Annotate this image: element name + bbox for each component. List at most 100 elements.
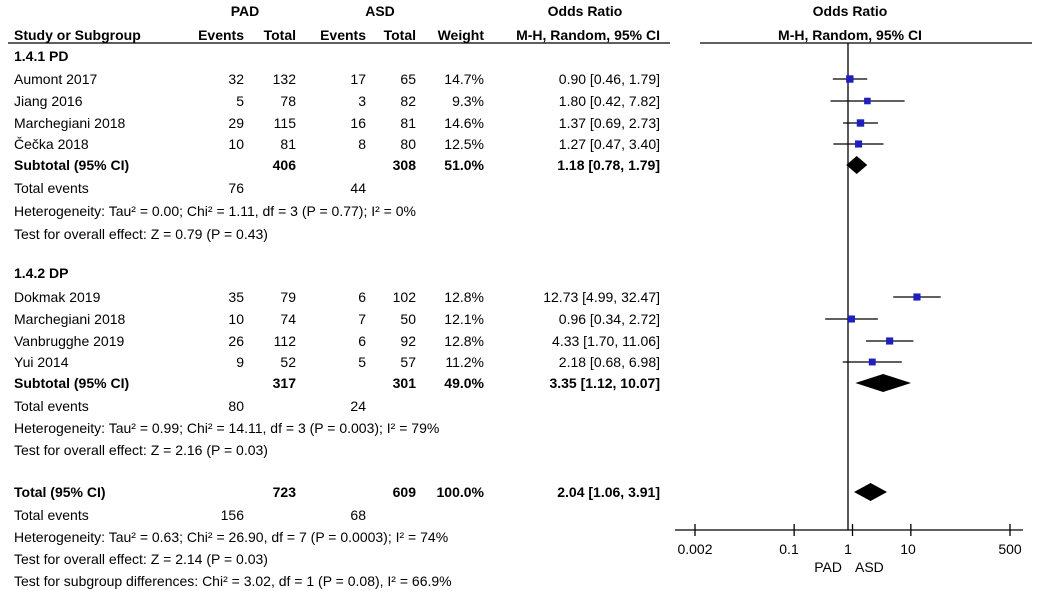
events1-cell: 26 — [228, 333, 244, 349]
total-total1: 723 — [272, 484, 296, 500]
ci-cell: 0.90 [0.46, 1.79] — [558, 71, 660, 87]
events2-cell: 7 — [358, 311, 366, 327]
events1-cell: 9 — [236, 354, 244, 370]
total-events-label: Total events — [14, 398, 89, 414]
point-estimate-square — [846, 75, 854, 83]
total-events-label: Total events — [14, 507, 89, 523]
subtotal-total1: 406 — [272, 157, 296, 173]
events1-cell: 5 — [236, 93, 244, 109]
total1-cell: 79 — [280, 289, 296, 305]
events1-cell: 35 — [228, 289, 244, 305]
weight-cell: 12.8% — [444, 289, 484, 305]
total-ci: 2.04 [1.06, 3.91] — [557, 484, 660, 500]
point-estimate-square — [886, 337, 894, 345]
ci-cell: 0.96 [0.34, 2.72] — [558, 311, 660, 327]
events2-cell: 6 — [358, 333, 366, 349]
overall-effect-text: Test for overall effect: Z = 2.16 (P = 0… — [14, 442, 268, 458]
overall-effect-text: Test for overall effect: Z = 2.14 (P = 0… — [14, 551, 268, 567]
pooled-diamond — [853, 483, 888, 501]
total-events1: 76 — [228, 180, 244, 196]
study-marker — [833, 140, 884, 148]
point-estimate-square — [864, 97, 871, 105]
method-text-header: M-H, Random, 95% CI — [516, 27, 660, 43]
weight-cell: 14.6% — [444, 115, 484, 131]
overall-effect-text: Test for overall effect: Z = 0.79 (P = 0… — [14, 226, 268, 242]
subgroup-label: 1.4.1 PD — [14, 48, 69, 64]
events2-cell: 16 — [350, 115, 366, 131]
heterogeneity-text: Heterogeneity: Tau² = 0.00; Chi² = 1.11,… — [14, 203, 416, 219]
total1-cell: 112 — [273, 333, 296, 349]
events2-cell: 8 — [358, 136, 366, 152]
weight-cell: 9.3% — [452, 93, 484, 109]
point-estimate-square — [855, 140, 863, 148]
axis-tick-label: 500 — [998, 541, 1022, 557]
events2-column-header: Events — [320, 27, 366, 43]
subtotal-total1: 317 — [272, 375, 296, 391]
total1-cell: 81 — [280, 136, 296, 152]
total2-cell: 92 — [400, 333, 416, 349]
weight-cell: 11.2% — [445, 354, 484, 370]
events1-cell: 10 — [228, 136, 244, 152]
total2-cell: 50 — [400, 311, 416, 327]
pooled-diamond — [846, 156, 868, 174]
group1-header: PAD — [230, 3, 260, 19]
study-name: Jiang 2016 — [14, 93, 83, 109]
total-events2: 44 — [350, 180, 366, 196]
total2-cell: 80 — [400, 136, 416, 152]
total-events2: 24 — [350, 398, 366, 414]
axis-tick-label: 1 — [844, 541, 852, 557]
study-name: Yui 2014 — [14, 354, 69, 370]
total1-cell: 115 — [273, 115, 296, 131]
study-marker — [893, 293, 941, 301]
total-weight: 100.0% — [436, 484, 484, 500]
axis-tick-label: 10 — [900, 541, 916, 557]
subtotal-weight: 51.0% — [444, 157, 484, 173]
total1-cell: 74 — [280, 311, 296, 327]
study-name: Čečka 2018 — [14, 136, 89, 152]
study-marker — [842, 358, 902, 366]
ci-cell: 2.18 [0.68, 6.98] — [558, 354, 660, 370]
point-estimate-square — [856, 119, 865, 127]
or-text-header: Odds Ratio — [547, 3, 623, 19]
total1-cell: 52 — [280, 354, 296, 370]
total2-cell: 65 — [400, 71, 416, 87]
total2-cell: 102 — [392, 289, 416, 305]
events1-cell: 29 — [228, 115, 244, 131]
events1-cell: 10 — [228, 311, 244, 327]
total-events1: 80 — [228, 398, 244, 414]
weight-column-header: Weight — [437, 27, 484, 43]
study-name: Aumont 2017 — [14, 71, 98, 87]
point-estimate-square — [913, 293, 921, 301]
total2-cell: 81 — [400, 115, 416, 131]
ci-cell: 1.37 [0.69, 2.73] — [558, 115, 660, 131]
events2-cell: 6 — [358, 289, 366, 305]
weight-cell: 12.1% — [444, 311, 484, 327]
events1-column-header: Events — [198, 27, 244, 43]
total-events1: 156 — [220, 507, 244, 523]
total2-column-header: Total — [383, 27, 416, 43]
study-name: Vanbrugghe 2019 — [14, 333, 125, 349]
subtotal-weight: 49.0% — [444, 375, 484, 391]
subtotal-total2: 308 — [392, 157, 416, 173]
study-name: Dokmak 2019 — [14, 289, 101, 305]
favours-right-label: ASD — [855, 559, 884, 575]
weight-cell: 12.8% — [444, 333, 484, 349]
subtotal-ci: 3.35 [1.12, 10.07] — [549, 375, 660, 391]
study-marker — [832, 75, 868, 83]
total-events-label: Total events — [14, 180, 89, 196]
study-name: Marchegiani 2018 — [14, 311, 126, 327]
or-plot-header: Odds Ratio — [812, 3, 888, 19]
heterogeneity-text: Heterogeneity: Tau² = 0.99; Chi² = 14.11… — [14, 420, 440, 436]
total2-cell: 57 — [400, 354, 416, 370]
study-marker — [830, 97, 905, 105]
total1-column-header: Total — [263, 27, 296, 43]
weight-cell: 14.7% — [444, 71, 484, 87]
total1-cell: 132 — [272, 71, 296, 87]
events2-cell: 5 — [358, 354, 366, 370]
ci-cell: 1.27 [0.47, 3.40] — [558, 136, 660, 152]
total-total2: 609 — [392, 484, 416, 500]
plot-frame — [8, 42, 1032, 536]
subgroup-label: 1.4.2 DP — [14, 265, 69, 281]
total2-cell: 82 — [400, 93, 416, 109]
